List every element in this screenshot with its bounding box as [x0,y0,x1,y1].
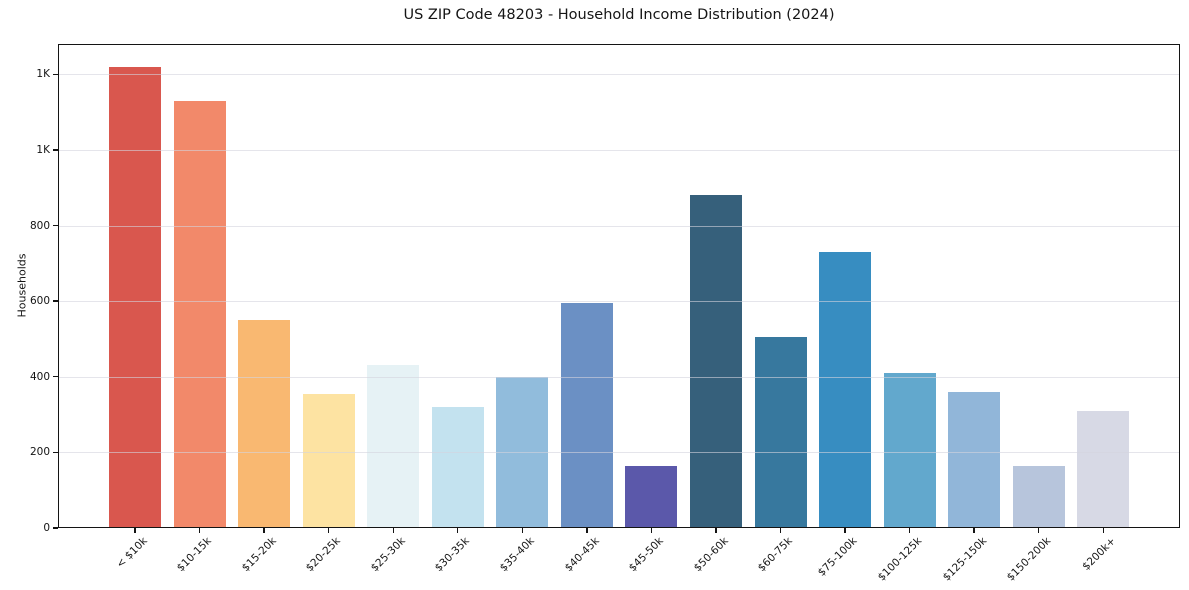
gridline-600 [58,301,1180,303]
x-tick-mark [392,528,394,533]
x-tick-label-3: $20-25k [304,535,344,575]
x-tick-mark [586,528,588,533]
x-tick-mark [1038,528,1040,533]
gridline-1000 [58,149,1180,151]
y-tick-mark [53,300,58,302]
x-tick-mark [844,528,846,533]
bar-4 [367,365,420,528]
x-tick-label-0: < $10k [113,535,150,571]
x-tick-label-4: $25-30k [368,535,408,575]
x-tick-mark [973,528,975,533]
bar-15 [1077,410,1130,528]
x-tick-mark [327,528,330,533]
y-tick-mark [53,527,58,529]
x-tick-label-5: $30-35k [433,535,473,575]
x-tick-label-2: $15-20k [239,535,279,575]
y-tick-label: 1K [36,143,50,156]
x-tick-mark [198,528,201,533]
y-tick-label: 400 [29,370,50,383]
x-tick-label-7: $40-45k [562,535,602,575]
bar-9 [689,195,742,528]
x-tick-label-12: $100-125k [875,535,925,584]
y-tick-label: 0 [43,522,50,534]
bar-5 [431,407,484,528]
x-tick-mark [457,528,459,533]
x-tick-label-10: $60-75k [755,535,795,575]
x-tick-mark [908,528,911,533]
y-tick-label: 600 [29,295,50,308]
x-tick-mark [650,528,653,533]
x-tick-label-6: $35-40k [497,535,537,575]
x-tick-label-9: $50-60k [691,535,731,575]
bar-3 [302,393,355,528]
y-tick-mark [53,149,58,151]
x-tick-mark [779,528,782,533]
bar-12 [883,372,936,528]
y-tick-mark [53,73,58,75]
gridline-800 [58,225,1180,227]
bar-14 [1012,465,1065,528]
bar-2 [238,320,291,528]
x-tick-label-1: $10-15k [174,535,215,575]
plot-area-border [58,44,1180,528]
y-axis-label: Households [15,253,29,318]
y-tick-label: 1K [36,68,50,81]
x-tick-label-8: $45-50k [626,535,666,575]
gridline-400 [58,376,1180,378]
bar-8 [625,465,678,528]
gridline-1200 [58,74,1180,76]
bar-11 [819,251,872,528]
x-tick-label-11: $75-100k [815,535,860,579]
y-tick-mark [53,451,58,454]
x-tick-mark [1102,528,1104,533]
y-tick-mark [53,376,58,378]
x-tick-mark [263,528,265,533]
x-tick-mark [134,528,136,533]
x-tick-label-13: $125-150k [940,535,989,584]
bar-13 [948,391,1001,528]
bar-1 [173,100,226,528]
bar-7 [560,303,613,528]
x-tick-mark [715,528,717,533]
chart-title: US ZIP Code 48203 - Household Income Dis… [403,7,835,23]
y-tick-label: 200 [29,446,50,459]
y-tick-label: 800 [29,219,50,232]
bar-10 [754,337,807,528]
gridline-200 [58,452,1180,454]
x-tick-label-15: $200k+ [1079,535,1118,573]
x-tick-mark [521,528,523,533]
x-tick-label-14: $150-200k [1004,535,1054,584]
y-tick-mark [53,224,58,227]
bar-0 [109,66,161,528]
